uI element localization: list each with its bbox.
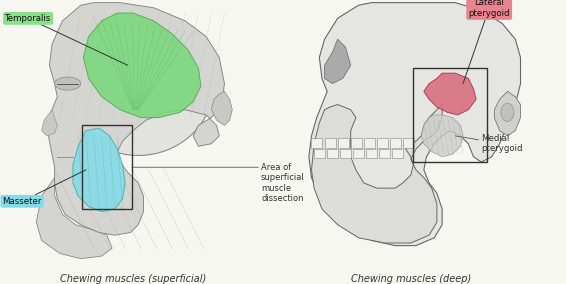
Bar [413,68,487,162]
Bar [351,139,362,148]
Polygon shape [421,115,463,157]
Bar [338,139,349,148]
Ellipse shape [55,77,81,90]
Polygon shape [311,105,442,243]
Polygon shape [73,128,125,212]
Bar [403,139,414,148]
Bar [392,149,404,158]
Bar [366,149,378,158]
Text: Chewing muscles (superficial): Chewing muscles (superficial) [60,274,206,284]
Ellipse shape [62,12,214,155]
Bar [340,149,351,158]
Polygon shape [211,91,232,126]
Polygon shape [309,3,521,246]
Bar [327,149,338,158]
Text: Temporalis: Temporalis [5,14,128,65]
Polygon shape [47,3,225,235]
Text: Medial
pterygoid: Medial pterygoid [455,134,523,153]
Polygon shape [41,110,57,136]
Bar [314,149,325,158]
Bar [377,139,388,148]
Polygon shape [424,73,476,115]
Bar [390,139,401,148]
Bar [82,126,132,209]
Polygon shape [494,91,521,136]
Text: Area of
superficial
muscle
dissection: Area of superficial muscle dissection [261,163,305,203]
Polygon shape [36,178,112,259]
Ellipse shape [501,103,514,122]
Bar [311,139,323,148]
Bar [364,139,375,148]
Polygon shape [83,13,201,118]
Bar [324,139,336,148]
Bar [379,149,391,158]
Bar [353,149,365,158]
Text: Lateral
pterygoid: Lateral pterygoid [463,0,510,83]
Text: Masseter: Masseter [2,170,86,206]
Text: Chewing muscles (deep): Chewing muscles (deep) [351,274,471,284]
Polygon shape [324,39,351,83]
